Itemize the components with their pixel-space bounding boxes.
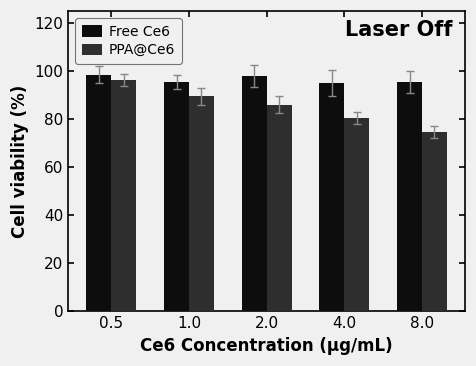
Bar — [242, 76, 267, 311]
Text: Laser Off: Laser Off — [346, 20, 453, 40]
Bar — [189, 96, 214, 311]
Bar — [111, 79, 136, 311]
Bar — [164, 82, 189, 311]
Y-axis label: Cell viability (%): Cell viability (%) — [11, 85, 29, 238]
Legend: Free Ce6, PPA@Ce6: Free Ce6, PPA@Ce6 — [75, 18, 182, 64]
Bar — [397, 82, 422, 311]
X-axis label: Ce6 Concentration (μg/mL): Ce6 Concentration (μg/mL) — [140, 337, 393, 355]
Bar — [422, 132, 447, 311]
Bar — [87, 75, 111, 311]
Bar — [319, 83, 344, 311]
Bar — [344, 118, 369, 311]
Bar — [267, 105, 291, 311]
